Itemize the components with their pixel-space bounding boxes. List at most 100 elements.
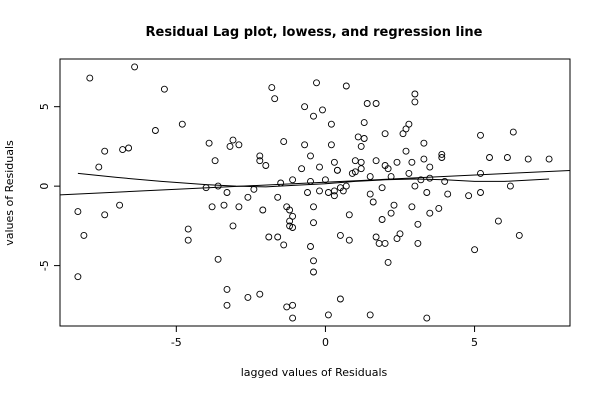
data-point	[229, 136, 237, 144]
data-point	[250, 185, 258, 193]
data-point	[441, 177, 449, 185]
data-point	[327, 141, 335, 149]
data-point	[509, 128, 517, 136]
data-point	[220, 201, 228, 209]
data-point	[274, 193, 282, 201]
data-point	[503, 154, 511, 161]
data-point	[378, 216, 386, 223]
data-point	[289, 176, 297, 184]
data-point	[289, 314, 297, 322]
fit-lines	[59, 169, 571, 196]
data-point	[184, 236, 192, 244]
data-point	[324, 311, 332, 319]
data-point	[286, 222, 294, 230]
y-tick-label: 5	[38, 103, 51, 110]
data-point	[307, 243, 314, 250]
data-point	[345, 211, 353, 219]
data-point	[259, 206, 267, 214]
data-point	[235, 203, 243, 211]
data-point	[223, 301, 231, 309]
data-point	[384, 258, 392, 266]
data-point	[244, 293, 252, 301]
data-point	[80, 231, 88, 239]
data-point	[444, 190, 452, 198]
data-point	[354, 133, 362, 141]
plot-frame	[59, 58, 571, 327]
data-point	[420, 155, 428, 163]
data-point	[366, 311, 374, 319]
data-point	[235, 141, 243, 149]
data-point	[151, 127, 159, 134]
data-point	[366, 190, 374, 198]
data-point	[423, 314, 431, 322]
data-point	[307, 177, 314, 185]
data-point	[423, 189, 431, 196]
data-point	[414, 220, 422, 228]
regression-line	[59, 169, 571, 196]
data-point	[301, 141, 309, 149]
data-point	[226, 142, 234, 150]
data-point	[384, 165, 392, 173]
data-point	[390, 201, 398, 209]
data-point	[268, 84, 276, 92]
data-point	[271, 95, 279, 103]
data-point	[405, 120, 413, 128]
data-point	[360, 135, 368, 142]
data-point	[408, 158, 416, 166]
data-point	[178, 120, 186, 128]
data-point	[304, 189, 311, 196]
data-point	[399, 130, 407, 138]
data-point	[387, 209, 395, 217]
data-point	[286, 206, 294, 214]
data-point	[435, 204, 443, 212]
data-point	[310, 112, 317, 120]
data-point	[321, 176, 329, 184]
data-point	[262, 162, 270, 169]
data-point	[357, 165, 365, 173]
data-point	[301, 103, 309, 111]
data-point	[256, 152, 264, 160]
data-point	[256, 157, 264, 165]
data-point	[465, 192, 473, 200]
data-point	[298, 165, 306, 173]
data-point	[214, 182, 222, 190]
data-point	[477, 169, 484, 177]
data-point	[205, 139, 213, 147]
data-point	[280, 138, 288, 146]
data-point	[229, 222, 237, 230]
data-point	[411, 98, 419, 106]
data-point	[208, 203, 216, 211]
data-point	[324, 189, 332, 196]
data-point	[125, 144, 133, 152]
data-point	[477, 131, 484, 139]
data-point	[381, 130, 389, 138]
data-point	[283, 303, 291, 311]
chart-title: Residual Lag plot, lowess, and regressio…	[146, 25, 483, 40]
data-point	[414, 239, 422, 247]
data-point	[184, 225, 192, 233]
lowess-line	[77, 172, 550, 188]
data-point	[408, 203, 416, 211]
data-point	[289, 301, 297, 309]
data-point	[101, 211, 109, 219]
data-point	[363, 100, 371, 107]
data-point	[486, 154, 493, 161]
data-point	[244, 193, 252, 201]
x-tick-label: 5	[471, 336, 478, 349]
data-point	[417, 176, 425, 184]
data-point	[411, 90, 419, 98]
y-tick-label: -5	[38, 260, 51, 271]
data-point	[256, 290, 264, 298]
data-point	[274, 233, 282, 241]
data-point	[345, 236, 353, 244]
data-point	[357, 142, 365, 150]
data-point	[116, 201, 124, 209]
data-point	[477, 189, 484, 196]
y-axis-label: values of Residuals	[3, 140, 16, 246]
y-axis: -5 0 5	[38, 103, 60, 271]
data-point	[74, 273, 82, 281]
data-point	[101, 147, 109, 155]
data-point	[342, 182, 350, 190]
data-point	[310, 219, 317, 227]
data-point	[330, 192, 338, 200]
